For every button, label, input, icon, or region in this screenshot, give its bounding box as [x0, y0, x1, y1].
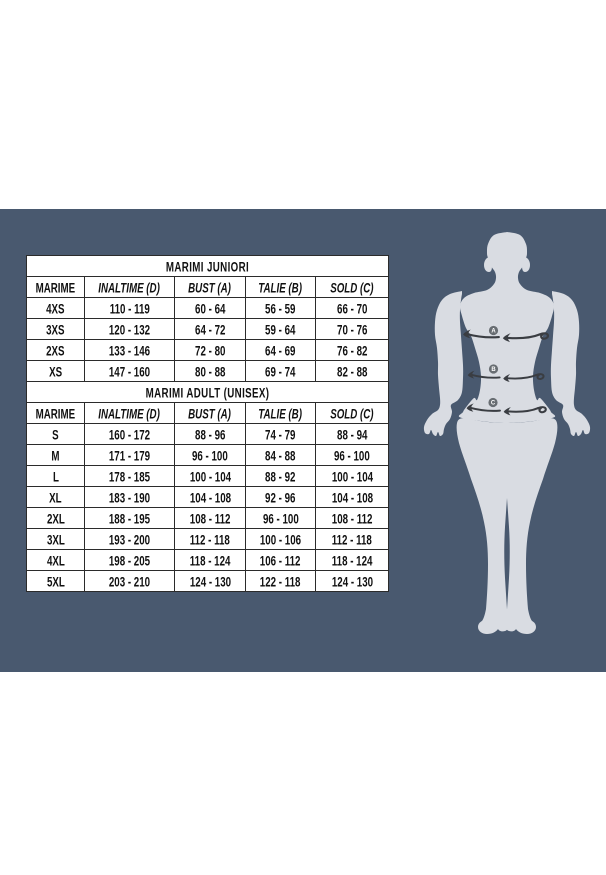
svg-text:C: C — [491, 400, 496, 406]
svg-text:B: B — [491, 367, 496, 373]
svg-text:A: A — [491, 328, 496, 334]
